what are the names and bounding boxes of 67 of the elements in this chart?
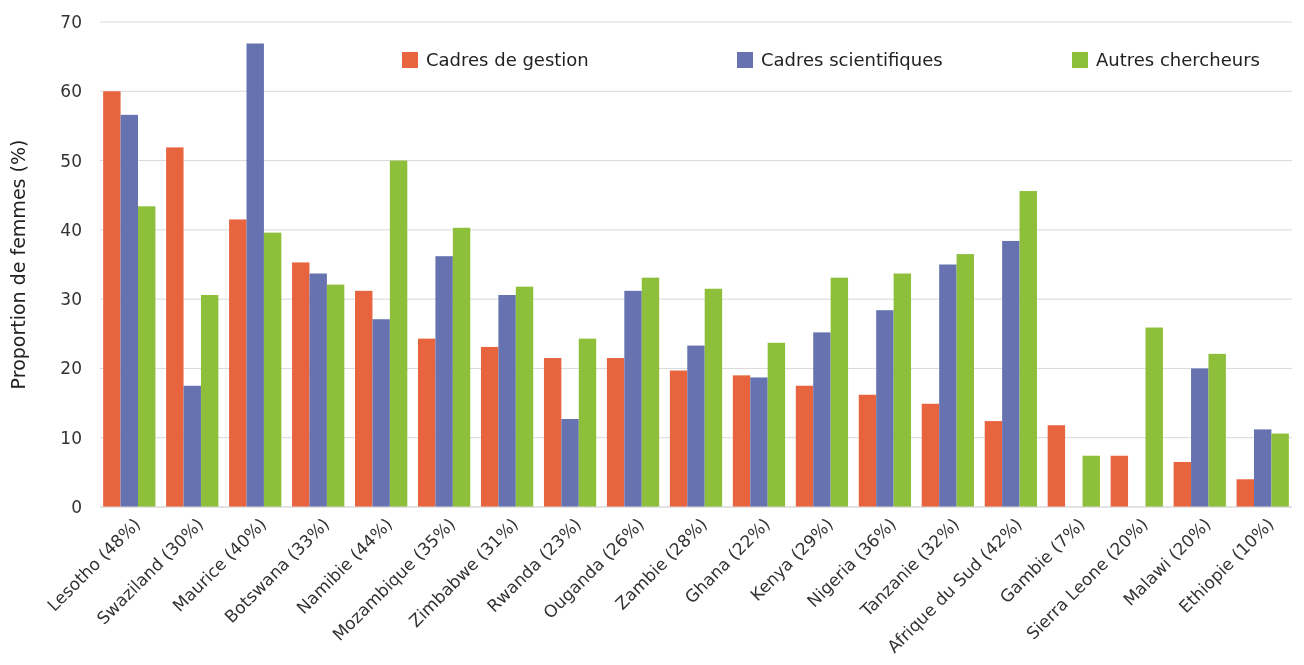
bar	[1236, 479, 1255, 507]
bar	[1002, 240, 1020, 507]
bar	[452, 227, 471, 507]
bar	[830, 277, 849, 507]
y-axis-title: Proportion de femmes (%)	[7, 139, 29, 390]
bar	[1047, 425, 1066, 507]
bar	[1082, 455, 1100, 507]
bar	[183, 385, 201, 507]
bar	[120, 114, 138, 507]
bar	[1019, 191, 1037, 507]
bar	[956, 254, 975, 507]
bar	[417, 338, 436, 507]
bar	[876, 310, 894, 507]
y-tick-label: 70	[60, 11, 82, 32]
bar	[1254, 429, 1272, 507]
bar	[326, 284, 345, 507]
bar	[1173, 461, 1192, 507]
bar	[669, 370, 688, 507]
bar	[858, 394, 877, 507]
bar	[355, 290, 373, 507]
bar	[1145, 327, 1163, 507]
bar	[372, 319, 390, 507]
bar	[984, 421, 1003, 507]
bar	[767, 342, 786, 507]
bar	[1271, 433, 1289, 507]
bar	[1208, 353, 1226, 507]
bar	[480, 346, 499, 507]
bar	[704, 288, 723, 507]
bar	[166, 147, 184, 507]
bar	[309, 273, 327, 507]
bar	[578, 338, 597, 507]
bar	[498, 294, 516, 507]
bar	[687, 345, 705, 507]
bar	[1191, 368, 1209, 507]
bar	[939, 264, 957, 507]
bar	[641, 277, 660, 507]
bar	[200, 294, 219, 507]
legend-label: Cadres scientifiques	[761, 49, 943, 71]
bar	[229, 219, 247, 507]
bar	[893, 273, 912, 507]
legend-label: Autres chercheurs	[1096, 49, 1260, 71]
bar	[389, 160, 408, 507]
y-tick-label: 0	[71, 496, 82, 517]
y-tick-label: 40	[60, 219, 82, 240]
bar	[624, 290, 642, 507]
bar	[515, 286, 534, 507]
bar	[292, 262, 310, 507]
y-tick-label: 30	[60, 289, 82, 310]
bar	[103, 91, 121, 507]
bar	[750, 377, 768, 507]
bar	[561, 419, 579, 507]
bar	[1110, 455, 1129, 507]
legend-label: Cadres de gestion	[426, 49, 589, 71]
bar	[921, 403, 940, 507]
y-tick-label: 20	[60, 358, 82, 379]
bar	[246, 43, 264, 507]
y-tick-label: 50	[60, 150, 82, 171]
bar	[606, 358, 625, 507]
bar	[263, 232, 282, 507]
bar	[543, 358, 562, 507]
y-tick-label: 60	[60, 81, 82, 102]
bar	[813, 332, 831, 507]
bar	[137, 206, 156, 507]
bar	[732, 375, 751, 507]
bar	[795, 385, 814, 507]
y-tick-label: 10	[60, 427, 82, 448]
bar	[435, 256, 453, 507]
